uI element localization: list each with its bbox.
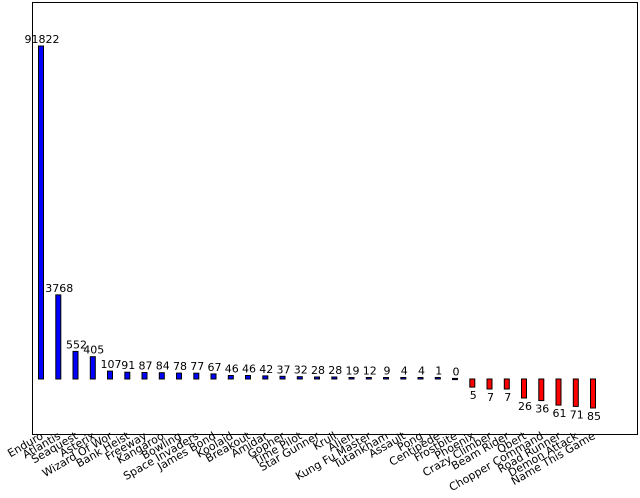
value-label: 77 <box>190 360 204 373</box>
bar-name-this-game <box>590 378 596 409</box>
bar-gopher <box>279 375 286 380</box>
bar-bowling <box>176 372 182 380</box>
value-label: 46 <box>225 363 239 376</box>
bar-demon-attack <box>572 378 579 407</box>
value-label: 42 <box>259 363 273 376</box>
bar-frostbite <box>452 377 458 381</box>
value-label: 7 <box>504 391 511 404</box>
value-label: 5 <box>470 389 477 402</box>
bar-phoenix <box>469 378 476 388</box>
value-label: 3768 <box>45 282 73 295</box>
value-label: 32 <box>294 364 308 377</box>
value-label: 405 <box>83 344 104 357</box>
bar-space-invaders <box>193 372 200 380</box>
value-label: 36 <box>535 403 549 416</box>
bar-asterix <box>89 356 96 380</box>
bar-breakout <box>245 375 251 380</box>
value-label: 37 <box>277 363 291 376</box>
bar-freeway <box>141 372 148 380</box>
value-label: 0 <box>453 365 460 378</box>
bar-enduro <box>38 45 44 380</box>
bar-wizard-of-wor <box>107 370 113 380</box>
bar-kung-fu-master <box>365 377 372 380</box>
bar-assault <box>400 377 407 380</box>
value-label: 91822 <box>25 33 60 46</box>
value-label: 12 <box>363 365 377 378</box>
value-label: 7 <box>487 391 494 404</box>
bar-star-gunner <box>314 376 320 380</box>
bar-crazy-climber <box>486 378 493 390</box>
bar-koolaid <box>227 375 234 380</box>
value-label: 61 <box>553 407 567 420</box>
bar-time-pilot <box>296 376 303 380</box>
bar-bank-heist <box>124 371 131 380</box>
value-label: 26 <box>518 400 532 413</box>
bar-james-bond <box>210 373 217 380</box>
bar-seaquest <box>72 350 79 380</box>
bar-centipede <box>434 377 441 380</box>
bar-amidar <box>262 375 269 380</box>
bar-beam-rider <box>503 378 510 390</box>
value-label: 84 <box>156 360 170 373</box>
value-label: 1 <box>435 365 442 378</box>
bar-krull <box>331 376 338 380</box>
value-label: 67 <box>208 361 222 374</box>
value-label: 4 <box>418 365 425 378</box>
bar-tutankham <box>383 377 389 380</box>
value-label: 71 <box>570 408 584 421</box>
value-label: 107 <box>101 358 122 371</box>
bar-road-runner <box>555 378 562 406</box>
bar-kangaroo <box>158 372 165 380</box>
value-label: 85 <box>587 410 601 423</box>
value-label: 4 <box>401 365 408 378</box>
bar-qbert <box>521 378 527 399</box>
value-label: 46 <box>242 363 256 376</box>
bar-pong <box>417 377 424 380</box>
value-label: 91 <box>121 359 135 372</box>
plot-frame <box>32 2 638 435</box>
bars-group <box>38 45 596 409</box>
value-label: 552 <box>66 338 87 351</box>
bar-chopper-command <box>538 378 545 402</box>
bar-alien <box>348 377 355 380</box>
value-label: 28 <box>328 364 342 377</box>
bar-atlantis <box>55 294 62 380</box>
value-label: 9 <box>384 365 391 378</box>
value-label: 78 <box>173 360 187 373</box>
value-label: 28 <box>311 364 325 377</box>
value-label: 19 <box>346 365 360 378</box>
value-label: 87 <box>139 360 153 373</box>
